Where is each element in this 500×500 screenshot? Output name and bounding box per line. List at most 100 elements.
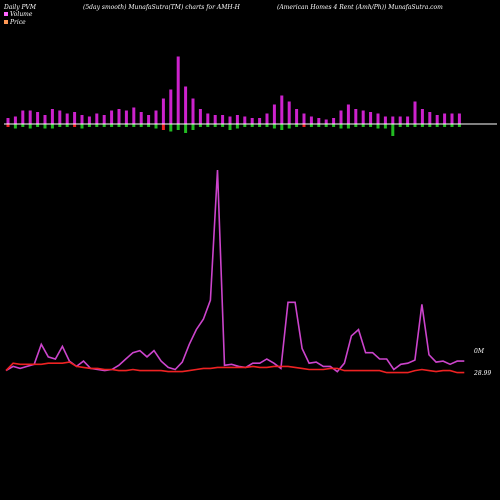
volume-bar <box>65 113 69 124</box>
volume-bar <box>332 118 336 124</box>
volume-neg-bar <box>243 124 247 127</box>
volume-neg-bar <box>383 124 387 129</box>
volume-bar <box>280 95 284 124</box>
volume-bar <box>191 98 195 124</box>
volume-bar <box>6 118 10 124</box>
volume-neg-bar <box>272 124 276 129</box>
volume-neg-bar <box>339 124 343 129</box>
volume-neg-bar <box>198 124 202 127</box>
volume-neg-bar <box>265 124 269 127</box>
volume-neg-bar <box>309 124 313 127</box>
volume-neg-bar <box>169 124 173 132</box>
volume-bar <box>198 109 202 124</box>
volume-neg-bar <box>154 124 158 129</box>
volume-neg-bar <box>391 124 395 136</box>
volume-neg-bar <box>250 124 254 127</box>
volume-neg-bar <box>317 124 321 127</box>
volume-bar <box>95 113 99 124</box>
volume-neg-bar <box>43 124 47 129</box>
volume-bar <box>413 101 417 124</box>
volume-bar <box>21 110 25 124</box>
volume-bar <box>295 109 299 124</box>
volume-neg-bar <box>213 124 217 127</box>
volume-bar <box>420 109 424 124</box>
volume-bar <box>221 115 225 124</box>
volume-bars <box>6 56 461 136</box>
volume-neg-bar <box>124 124 128 127</box>
volume-neg-bar <box>184 124 188 133</box>
volume-bar <box>50 109 54 124</box>
volume-bar <box>13 116 17 124</box>
volume-neg-bar <box>361 124 365 127</box>
volume-bar <box>110 110 114 124</box>
volume-neg-bar <box>450 124 454 127</box>
volume-neg-bar <box>13 124 17 129</box>
volume-neg-bar <box>228 124 232 130</box>
volume-bar <box>169 89 173 124</box>
volume-bar <box>376 113 380 124</box>
volume-neg-bar <box>428 124 432 127</box>
volume-bar <box>132 107 136 124</box>
volume-neg-bar <box>324 124 328 127</box>
volume-neg-bar <box>206 124 210 127</box>
volume-bar <box>339 110 343 124</box>
volume-neg-bar <box>36 124 40 127</box>
header-left: Daily PVM <box>3 4 37 11</box>
volume-bar <box>235 115 239 124</box>
volume-neg-bar <box>457 124 461 127</box>
volume-bar <box>435 115 439 124</box>
volume-neg-bar <box>406 124 410 127</box>
volume-bar <box>28 110 32 124</box>
volume-bar <box>428 112 432 124</box>
volume-neg-bar <box>346 124 350 129</box>
volume-neg-bar <box>413 124 417 127</box>
volume-bar <box>450 113 454 124</box>
pvm-line <box>5 169 465 373</box>
volume-neg-bar <box>280 124 284 130</box>
volume-neg-bar <box>139 124 143 127</box>
legend-volume-swatch <box>4 12 8 16</box>
volume-bar <box>213 115 217 124</box>
volume-neg-bar <box>73 124 77 127</box>
volume-bar <box>272 104 276 124</box>
volume-bar <box>457 113 461 124</box>
volume-neg-bar <box>87 124 91 127</box>
volume-neg-bar <box>191 124 195 130</box>
volume-neg-bar <box>102 124 106 127</box>
volume-neg-bar <box>21 124 25 127</box>
volume-neg-bar <box>50 124 54 129</box>
volume-bar <box>265 113 269 124</box>
volume-neg-bar <box>420 124 424 127</box>
volume-neg-bar <box>398 124 402 127</box>
volume-bar <box>317 118 321 124</box>
volume-bar <box>302 113 306 124</box>
volume-neg-bar <box>6 124 10 127</box>
volume-neg-bar <box>132 124 136 127</box>
volume-neg-bar <box>235 124 239 129</box>
volume-bar <box>354 109 358 124</box>
volume-bar <box>369 112 373 124</box>
volume-neg-bar <box>95 124 99 127</box>
volume-neg-bar <box>332 124 336 127</box>
volume-bar <box>73 112 77 124</box>
volume-bar <box>287 101 291 124</box>
volume-bar <box>154 110 158 124</box>
volume-bar <box>80 115 84 124</box>
volume-neg-bar <box>295 124 299 127</box>
volume-bar <box>406 116 410 124</box>
volume-end-label: 0M <box>474 348 485 355</box>
volume-bar <box>243 116 247 124</box>
volume-neg-bar <box>161 124 165 130</box>
volume-bar <box>443 113 447 124</box>
volume-neg-bar <box>369 124 373 127</box>
volume-bar <box>250 118 254 124</box>
volume-neg-bar <box>287 124 291 129</box>
volume-bar <box>117 109 121 124</box>
legend-volume-label: Volume <box>10 11 33 18</box>
volume-neg-bar <box>65 124 69 127</box>
volume-bar <box>36 112 40 124</box>
volume-bar <box>383 116 387 124</box>
volume-neg-bar <box>28 124 32 129</box>
volume-bar <box>176 56 180 124</box>
